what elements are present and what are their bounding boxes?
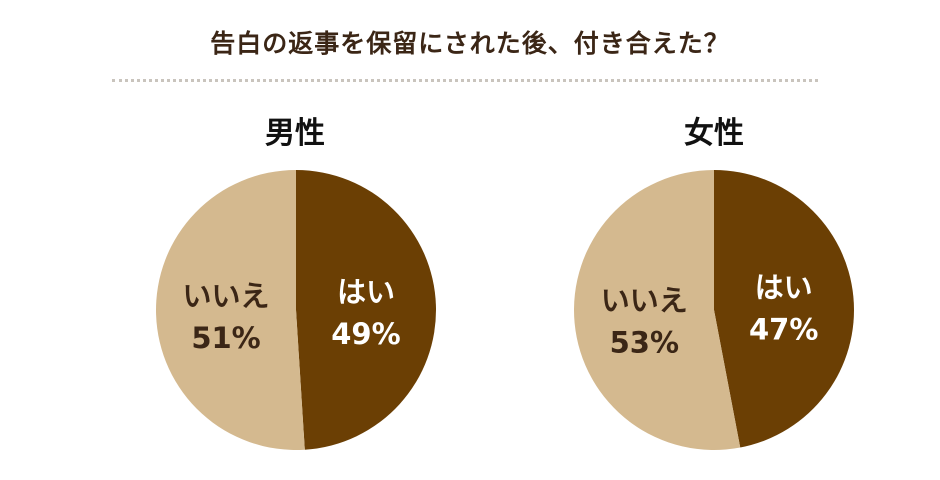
slice-value-male-no: 51% <box>191 321 260 355</box>
slice-value-male-yes: 49% <box>331 317 400 351</box>
page-title: 告白の返事を保留にされた後、付き合えた？ <box>210 29 730 58</box>
slice-value-female-no: 53% <box>610 326 679 360</box>
slice-label-female-yes: はい <box>755 270 813 304</box>
chart-title-female: 女性 <box>684 116 744 151</box>
pie-slice-female-yes <box>714 170 854 448</box>
pie-slice-male-yes <box>296 170 436 450</box>
slice-label-female-no: いいえ <box>601 284 688 318</box>
slice-label-male-no: いいえ <box>183 279 270 313</box>
slice-value-female-yes: 47% <box>749 312 818 346</box>
chart-title-male: 男性 <box>265 116 325 151</box>
pie-slice-female-no <box>573 170 741 450</box>
slice-label-male-yes: はい <box>337 275 395 309</box>
title-divider <box>112 79 818 82</box>
pie-slice-male-no <box>155 170 305 450</box>
